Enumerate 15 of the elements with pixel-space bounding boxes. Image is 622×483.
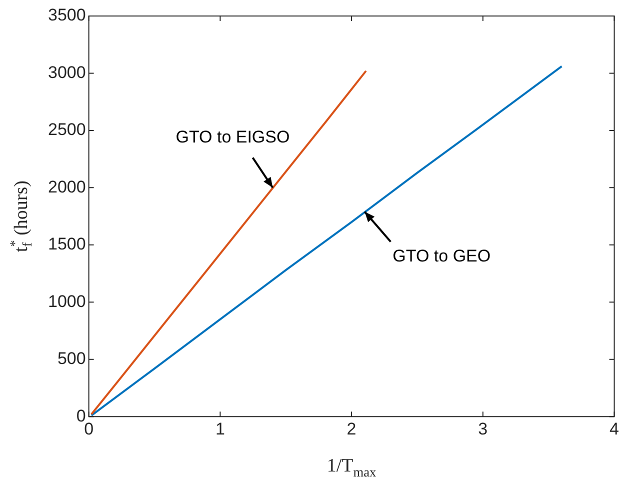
x-tick-label: 1 (215, 419, 225, 438)
x-tick-label: 2 (346, 419, 356, 438)
y-tick-label: 0 (76, 406, 86, 426)
annotation: GTO to GEO (392, 246, 491, 266)
y-tick-label: 500 (57, 349, 86, 368)
y-tick-label: 1000 (48, 292, 86, 311)
y-tick-label: 3000 (48, 62, 86, 82)
y-axis-title: tf* (hours) (7, 180, 35, 252)
y-tick-label: 1500 (48, 234, 86, 254)
x-tick-label: 3 (478, 419, 488, 438)
y-tick-label: 2000 (48, 177, 86, 196)
x-tick-label: 4 (610, 419, 620, 438)
annotation: GTO to EIGSO (176, 127, 290, 146)
y-tick-label: 3500 (48, 6, 86, 25)
y-tick-label: 2500 (48, 120, 86, 140)
